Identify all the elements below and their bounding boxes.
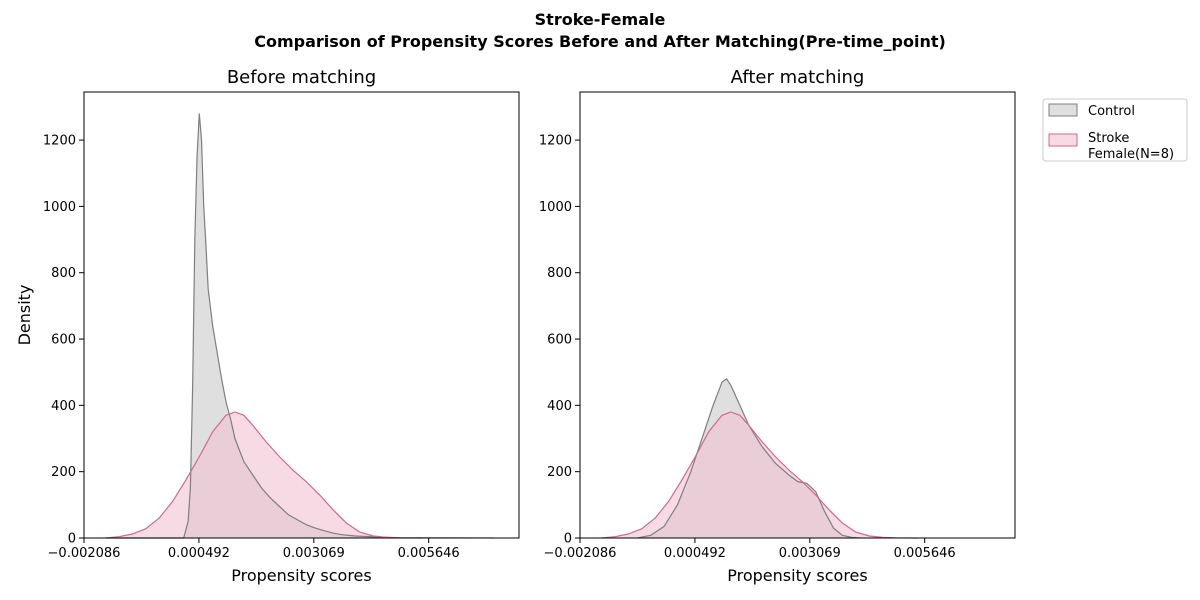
- y-tick-label: 1200: [539, 134, 572, 149]
- density-line-treated: [105, 411, 423, 539]
- y-tick-label: 0: [68, 532, 76, 547]
- x-tick-label: 0.003069: [779, 546, 841, 561]
- panel-title: Before matching: [227, 67, 376, 88]
- legend-swatch-treated: [1048, 133, 1078, 147]
- y-tick-label: 800: [547, 266, 572, 281]
- y-axis-label: Density: [15, 285, 34, 346]
- y-tick-label: 1200: [43, 134, 76, 149]
- y-tick-label: 200: [51, 465, 76, 480]
- y-tick-label: 800: [51, 266, 76, 281]
- legend: Control Stroke Female(N=8): [1042, 98, 1188, 162]
- figure-subtitle: Comparison of Propensity Scores Before a…: [254, 32, 946, 51]
- y-tick-label: 400: [51, 399, 76, 414]
- density-line-control: [105, 113, 494, 539]
- panel-0: −0.002086 0.000492 0.003069 0.005646 0 200 400…: [15, 67, 520, 585]
- x-tick-label: −0.002086: [48, 546, 121, 561]
- y-tick-label: 200: [547, 465, 572, 480]
- y-tick-label: 600: [51, 333, 76, 348]
- y-tick-label: 400: [547, 399, 572, 414]
- y-tick-label: 600: [547, 333, 572, 348]
- y-tick-label: 1000: [43, 200, 76, 215]
- x-tick-label: 0.000492: [664, 546, 726, 561]
- x-tick-label: −0.002086: [544, 546, 617, 561]
- x-axis-label: Propensity scores: [231, 566, 371, 585]
- figure-title: Stroke-Female: [534, 10, 666, 29]
- legend-label-treated: Stroke Female(N=8): [1088, 131, 1174, 162]
- plot-frame: [83, 91, 520, 539]
- y-tick-label: 1000: [539, 200, 572, 215]
- panel-1: −0.002086 0.000492 0.003069 0.005646 0 200 400…: [539, 67, 1016, 585]
- density-fill-treated: [601, 411, 919, 538]
- x-tick-label: 0.005646: [894, 546, 956, 561]
- panel-title: After matching: [731, 67, 865, 88]
- x-tick-label: 0.005646: [398, 546, 460, 561]
- legend-swatch-control: [1048, 103, 1078, 117]
- density-fill-control: [105, 113, 494, 539]
- density-line-treated: [601, 411, 919, 539]
- x-tick-label: 0.003069: [283, 546, 345, 561]
- plot-frame: [579, 91, 1016, 539]
- legend-frame: [1042, 98, 1188, 162]
- density-fill-treated: [105, 411, 423, 538]
- x-tick-label: 0.000492: [168, 546, 230, 561]
- legend-label-control: Control: [1088, 104, 1135, 119]
- x-axis-label: Propensity scores: [727, 566, 867, 585]
- y-tick-label: 0: [564, 532, 572, 547]
